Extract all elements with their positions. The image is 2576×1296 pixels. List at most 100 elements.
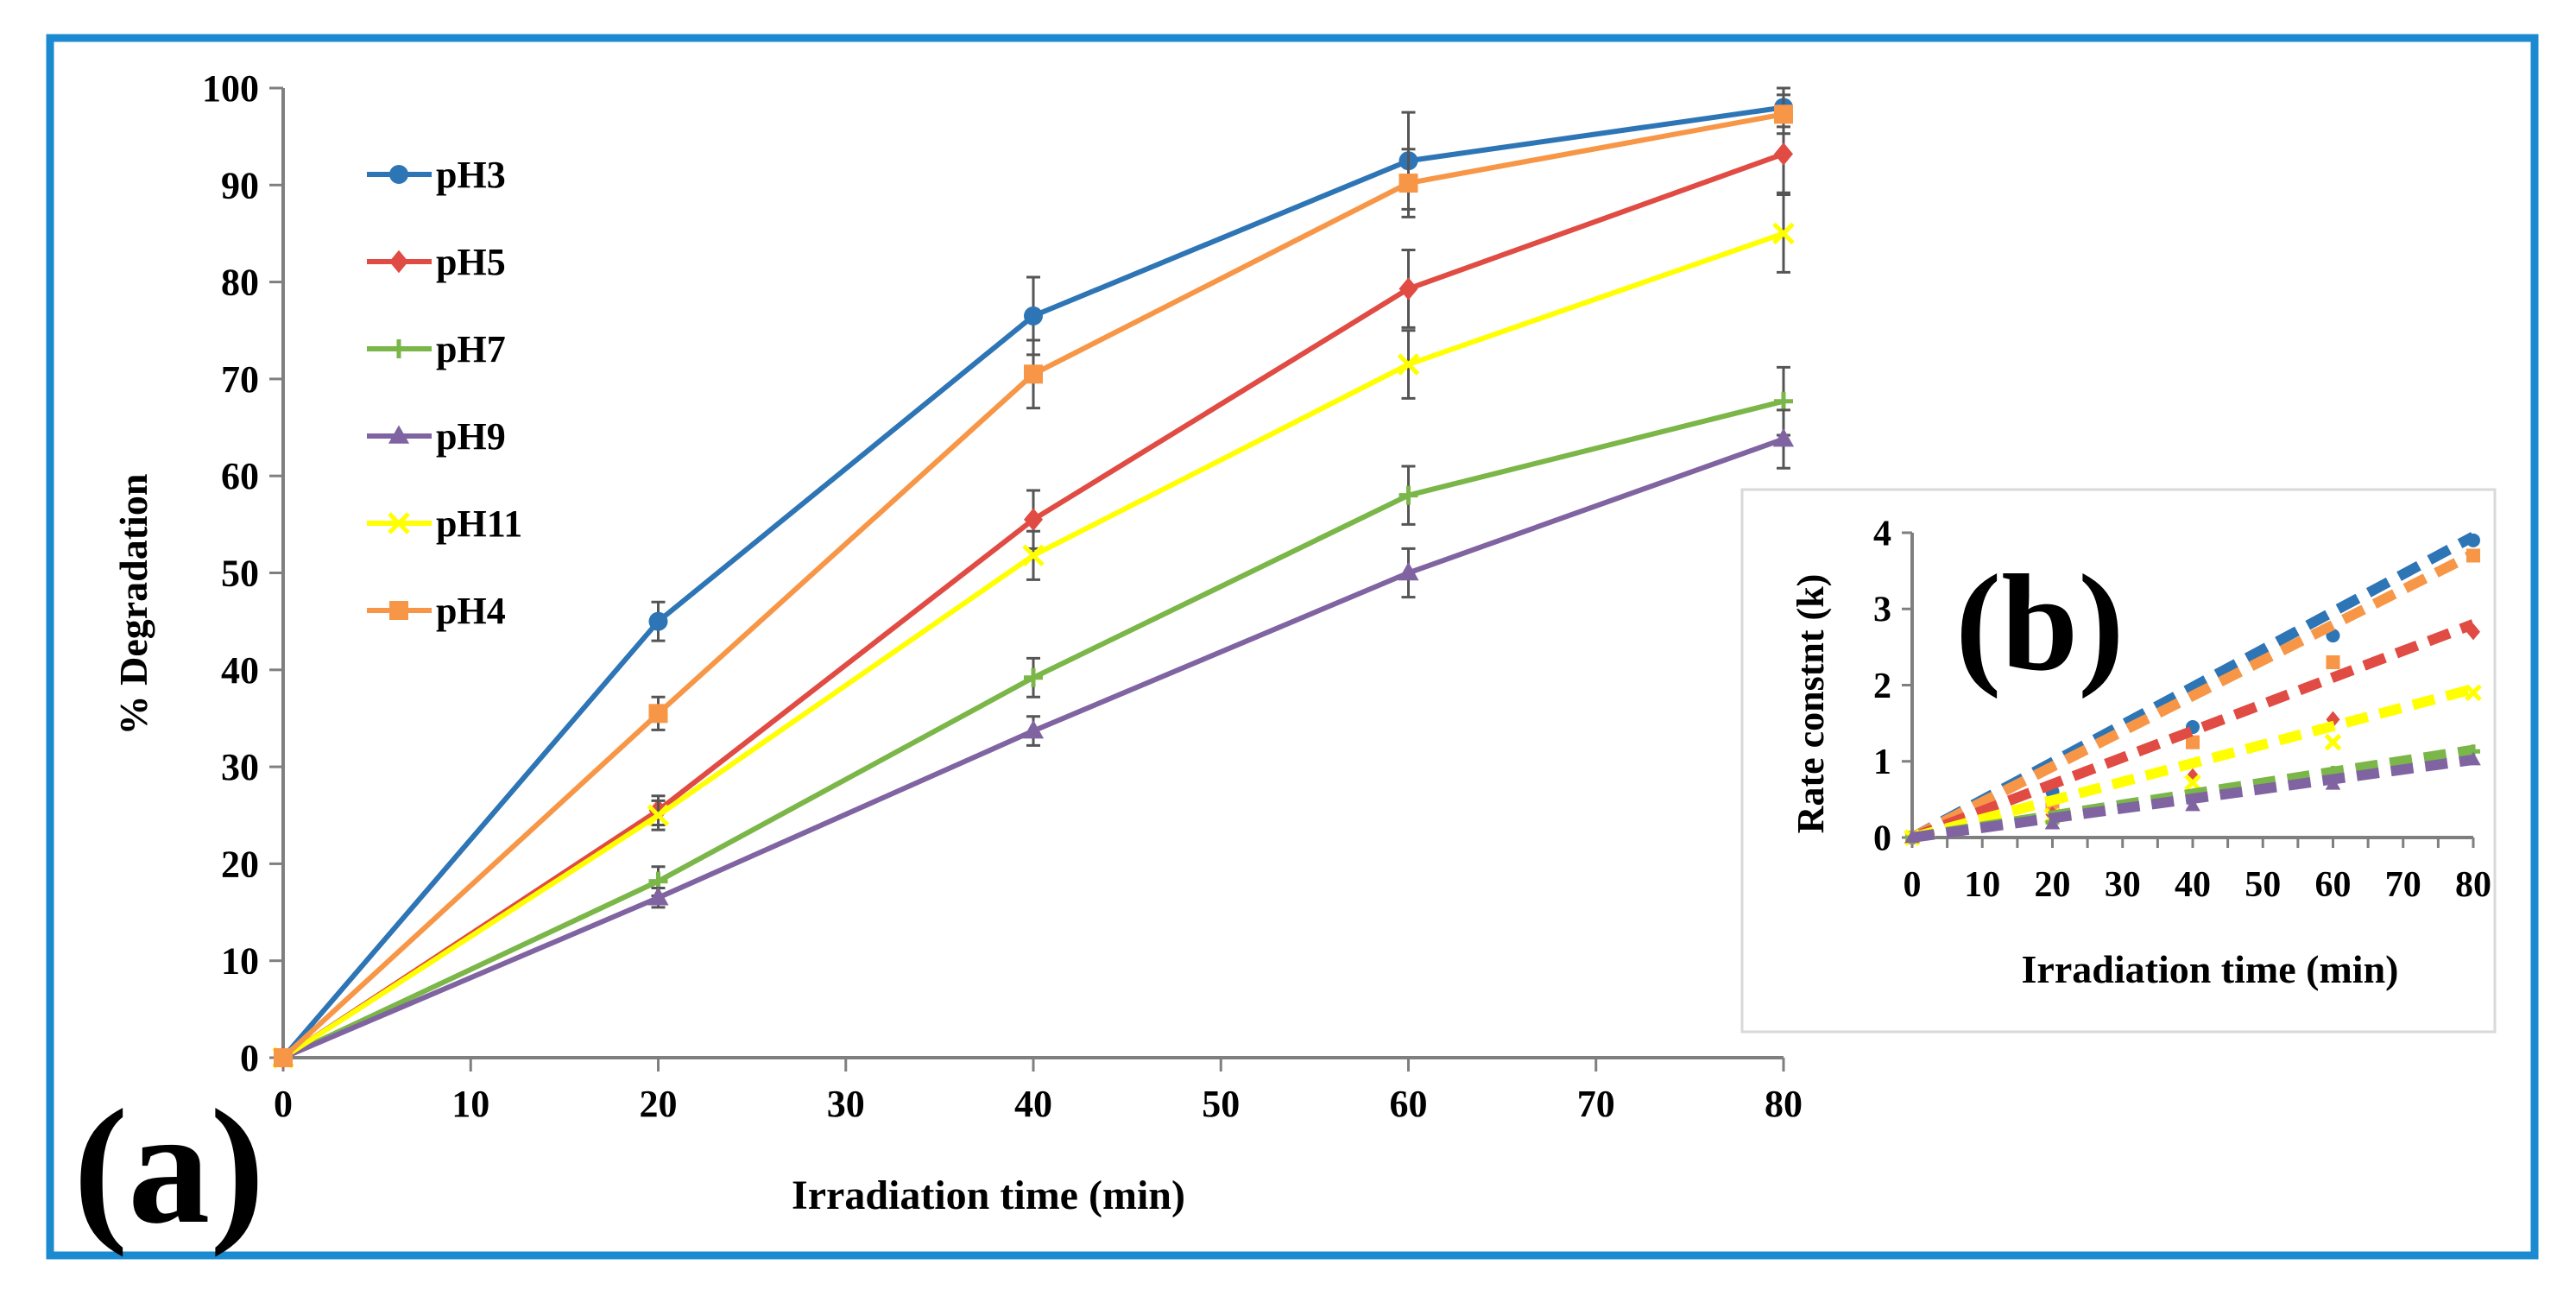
point-pH7: [1398, 485, 1418, 505]
inset-point-pH3: [2466, 533, 2480, 547]
legend-label: pH3: [436, 154, 506, 196]
panel-b-y-axis-label: Rate constnt (k): [1790, 574, 1832, 834]
b-x-tick-label: 10: [1964, 865, 2000, 905]
point-pH5: [1774, 142, 1793, 166]
a-y-tick-label: 20: [221, 843, 259, 885]
legend-swatch-marker: [389, 250, 408, 274]
trendline-pH5: [1910, 619, 2476, 843]
inset-point-pH9: [2325, 776, 2341, 790]
a-x-tick-label: 30: [827, 1083, 865, 1125]
legend-entry-pH5: pH5: [367, 241, 506, 283]
inset-point-pH4: [2326, 655, 2340, 670]
point-pH11: [1772, 222, 1795, 245]
a-y-tick-label: 100: [202, 67, 259, 110]
point-pH9: [647, 887, 669, 906]
panel-b-y-ticks: 0 1 2 3 4: [1873, 514, 1912, 858]
b-x-tick-label: 20: [2035, 865, 2071, 905]
point-pH9: [1398, 561, 1419, 581]
legend-entry-pH3: pH3: [367, 154, 506, 196]
point-pH11: [1397, 353, 1420, 376]
legend-entry-pH9: pH9: [367, 415, 506, 458]
panel-a-legend: pH3 pH5 pH7 pH9 pH11 pH4: [367, 154, 522, 632]
point-pH4: [1024, 364, 1043, 384]
legend-entry-pH7: pH7: [367, 328, 506, 370]
legend-label: pH9: [436, 415, 506, 458]
legend-entry-pH11: pH11: [367, 503, 522, 545]
a-x-tick-label: 20: [640, 1083, 678, 1125]
legend-swatch-marker: [389, 601, 408, 620]
trendline-pH11: [1910, 684, 2475, 843]
inset-point-pH9: [1904, 829, 1920, 844]
inset-series-pH4: [1905, 548, 2480, 844]
inset-point-pH9: [2466, 751, 2481, 766]
panel-a-y-axis-label: % Degradation: [111, 474, 155, 736]
point-pH5: [1024, 508, 1043, 531]
legend-swatch-marker: [388, 425, 410, 444]
point-pH9: [1022, 719, 1045, 739]
a-y-tick-label: 50: [221, 552, 259, 594]
legend-label: pH5: [436, 241, 506, 283]
b-y-tick-label: 0: [1873, 819, 1891, 858]
legend-swatch-marker: [389, 339, 408, 358]
legend-entry-pH4: pH4: [367, 590, 506, 632]
b-x-tick-label: 70: [2385, 865, 2421, 905]
panel-b-label: (b): [1955, 546, 2125, 699]
b-x-tick-label: 0: [1904, 865, 1922, 905]
a-x-tick-label: 80: [1765, 1083, 1803, 1125]
a-y-tick-label: 90: [221, 164, 259, 206]
panel-b-x-ticks: 0 10 20 30 40 50 60 70 80: [1904, 838, 2491, 905]
inset-series-pH9: [1904, 751, 2481, 844]
point-pH11: [1022, 544, 1045, 567]
point-pH4: [274, 1048, 293, 1067]
panel-a-x-axis-label: Irradiation time (min): [792, 1173, 1185, 1218]
a-x-tick-label: 40: [1014, 1083, 1052, 1125]
trendline-pH4: [1910, 549, 2476, 843]
b-x-tick-label: 80: [2455, 865, 2491, 905]
inset-point-pH11: [2465, 684, 2482, 702]
b-y-tick-label: 4: [1873, 514, 1891, 553]
point-pH3: [1024, 306, 1043, 326]
b-y-tick-label: 3: [1873, 591, 1891, 630]
a-y-tick-label: 60: [221, 455, 259, 497]
panel-b-series: [1904, 532, 2482, 846]
panel-a-chart: 0 10 20 30 40 50 60 70 80 90 100 0 10 20 30 40 50 60 70 80…: [73, 67, 1803, 1258]
point-pH4: [648, 704, 668, 724]
point-pH4: [1774, 104, 1793, 124]
b-x-tick-label: 50: [2245, 865, 2281, 905]
point-pH7: [1774, 391, 1793, 411]
a-x-tick-label: 0: [274, 1083, 293, 1125]
panel-b-x-axis-label: Irradiation time (min): [2022, 947, 2399, 991]
panel-a-series: [272, 86, 1795, 1070]
point-pH4: [1398, 174, 1418, 193]
b-x-tick-label: 30: [2105, 865, 2141, 905]
b-x-tick-label: 60: [2315, 865, 2352, 905]
point-pH7: [1024, 667, 1043, 687]
legend-label: pH11: [436, 503, 522, 545]
panel-a-x-ticks: 0 10 20 30 40 50 60 70 80: [274, 1058, 1803, 1125]
inset-point-pH4: [2466, 548, 2480, 563]
a-y-tick-label: 80: [221, 262, 259, 304]
inset-point-pH9: [2044, 815, 2061, 830]
legend-swatch-marker: [388, 512, 410, 534]
a-x-tick-label: 50: [1202, 1083, 1240, 1125]
b-y-tick-label: 1: [1873, 743, 1891, 782]
series-pH4: [274, 93, 1793, 1067]
legend-label: pH7: [436, 328, 506, 370]
inset-point-pH9: [2185, 797, 2200, 812]
legend-swatch-marker: [389, 165, 408, 184]
a-x-tick-label: 10: [451, 1083, 489, 1125]
panel-a-y-ticks: 0 10 20 30 40 50 60 70 80 90 100: [202, 67, 283, 1079]
a-y-tick-label: 40: [221, 649, 259, 692]
a-y-tick-label: 70: [221, 358, 259, 401]
panel-a-label: (a): [73, 1077, 265, 1258]
inset-point-pH4: [2186, 735, 2200, 749]
b-x-tick-label: 40: [2175, 865, 2211, 905]
a-y-tick-label: 30: [221, 746, 259, 788]
a-y-tick-label: 0: [240, 1037, 259, 1079]
inset-point-pH5: [2466, 623, 2480, 641]
point-pH5: [1398, 277, 1418, 300]
panel-b-inset-chart: 0 1 2 3 4 0 10 20 30 40 50 60 70 80 Rate constnt (k)…: [1740, 488, 2497, 1034]
legend-label: pH4: [436, 590, 506, 632]
a-x-tick-label: 70: [1577, 1083, 1615, 1125]
